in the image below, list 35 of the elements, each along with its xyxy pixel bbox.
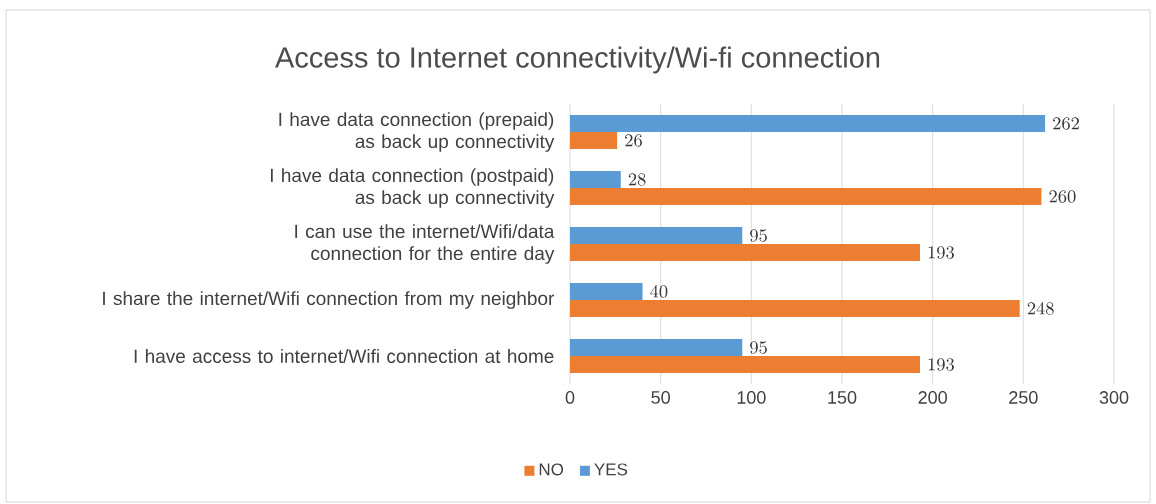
y-tick-label: I have access to internet/Wifi connection at home [134, 349, 554, 363]
bar [570, 244, 920, 261]
y-tick-label: I have data connection (postpaid) as back up connectivity [270, 168, 555, 208]
bar [570, 227, 743, 244]
bar [570, 283, 643, 300]
data-label: 26 [625, 134, 642, 147]
data-label: 193 [928, 358, 954, 371]
y-tick-label: I have data connection (prepaid) as back up connectivity [279, 112, 555, 152]
bar [570, 300, 1020, 317]
data-label: 28 [628, 173, 646, 186]
x-tick-label: 300 [1099, 391, 1129, 404]
data-label: 262 [1053, 117, 1079, 130]
data-label: 40 [650, 285, 668, 298]
data-label: 95 [750, 229, 767, 242]
bar [570, 171, 621, 189]
x-tick-label: 50 [651, 391, 670, 404]
bar [570, 339, 743, 356]
x-tick-label: 150 [828, 391, 857, 404]
y-tick-label: I can use the internet/Wifi/data connection for the entire day [295, 224, 555, 264]
x-tick-label: 0 [565, 391, 575, 404]
legend-label: YES [594, 463, 628, 476]
data-label: 193 [928, 246, 954, 259]
data-label: 260 [1049, 190, 1076, 203]
chart-title: Access to Internet connectivity/Wi-fi connection [275, 46, 880, 74]
x-tick-label: 100 [737, 391, 766, 404]
x-tick-label: 250 [1009, 391, 1038, 404]
bar [570, 188, 1042, 205]
y-tick-label: I share the internet/Wifi connection from my neighbor [103, 291, 555, 309]
bar [570, 115, 1046, 132]
bar [570, 132, 618, 149]
data-label: 95 [750, 341, 767, 354]
x-tick-label: 200 [918, 391, 947, 404]
data-label: 248 [1027, 302, 1054, 315]
legend-label: NO [539, 463, 564, 476]
bar [570, 356, 920, 373]
